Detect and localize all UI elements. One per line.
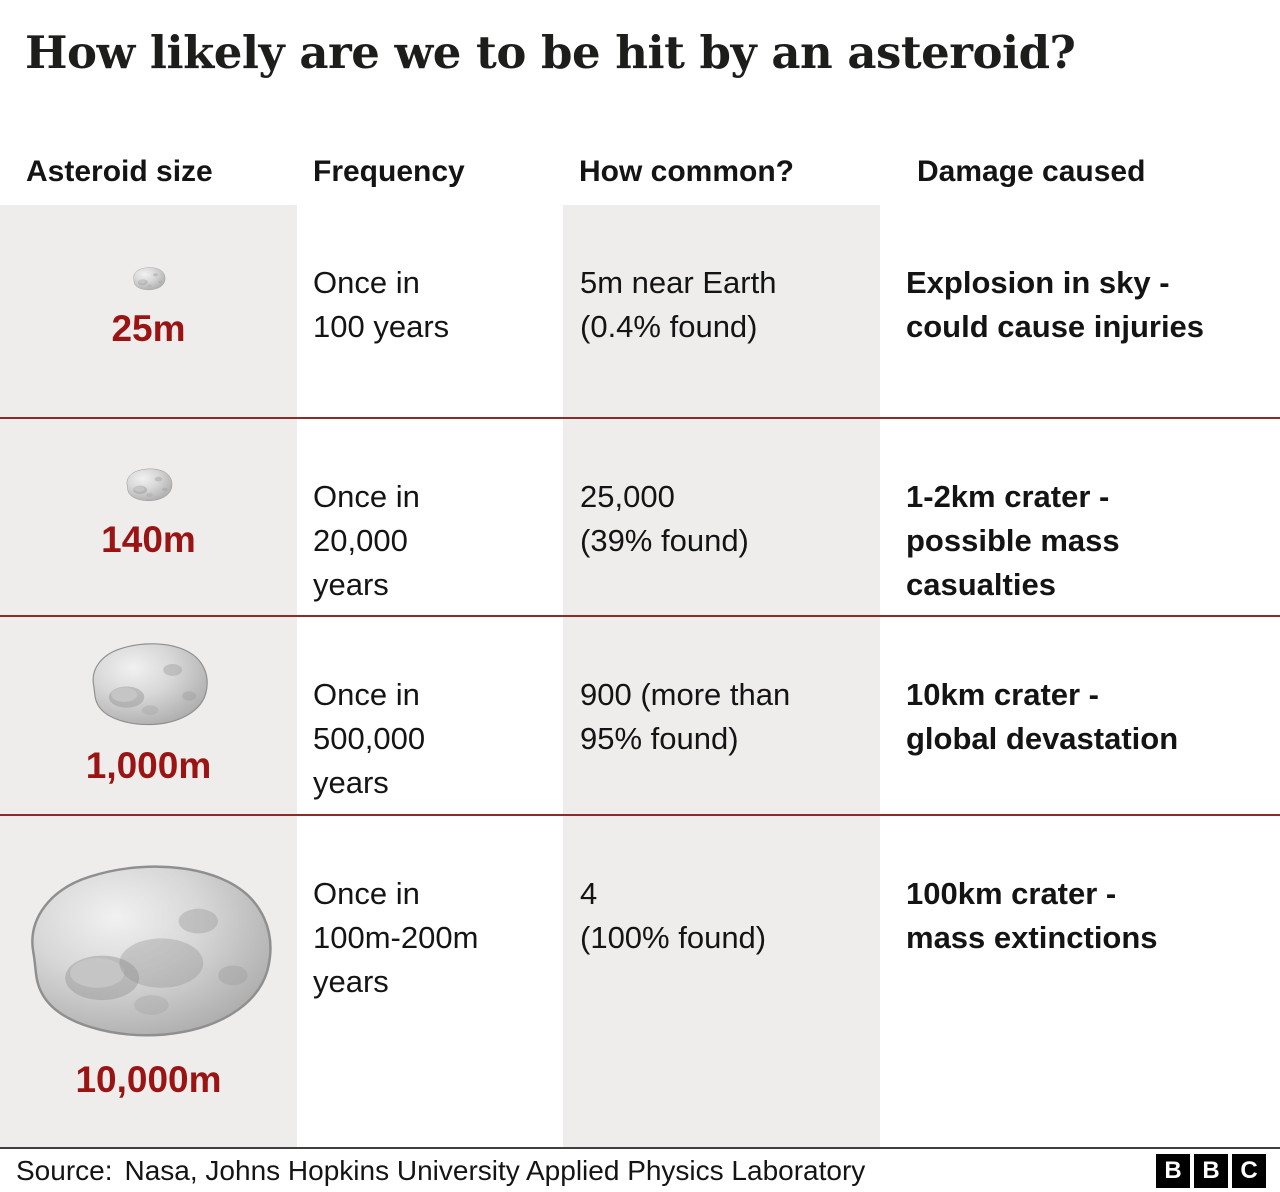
bbc-logo-block: B xyxy=(1156,1153,1190,1188)
source-text: Nasa, Johns Hopkins University Applied P… xyxy=(124,1154,866,1186)
column-header-damage-caused: Damage caused xyxy=(917,155,1146,188)
size-label: 1,000m xyxy=(85,744,212,786)
column-header-asteroid-size: Asteroid size xyxy=(26,155,213,188)
frequency-cell: Once in 100m-200m years xyxy=(313,876,479,1000)
page-title: How likely are we to be hit by an astero… xyxy=(25,26,1076,79)
asteroid-size-cell: 140m xyxy=(0,419,297,615)
frequency-cell: Once in 100 years xyxy=(313,265,450,345)
table-body: 25m Once in 100 years 5m near Earth (0.4… xyxy=(0,205,1280,1147)
size-label: 25m xyxy=(111,308,186,350)
asteroid-icon-25m xyxy=(132,267,165,291)
asteroid-size-cell: 25m xyxy=(0,205,297,417)
table-row: 10,000m Once in 100m-200m years 4 (100% … xyxy=(0,814,1280,1147)
how-common-cell: 5m near Earth (0.4% found) xyxy=(563,205,880,417)
table-row: 1,000m Once in 500,000 years 900 (more t… xyxy=(0,615,1280,814)
asteroid-icon-1000m xyxy=(92,642,208,725)
frequency-cell: Once in 20,000 years xyxy=(313,479,420,603)
asteroid-size-cell: 10,000m xyxy=(0,816,297,1147)
damage-cell: 1-2km crater - possible mass casualties xyxy=(906,479,1120,603)
frequency-cell: Once in 500,000 years xyxy=(313,677,426,801)
title-area: How likely are we to be hit by an astero… xyxy=(0,0,1280,130)
how-common-cell: 25,000 (39% found) xyxy=(563,419,880,615)
table-header-row: Asteroid size Frequency How common? Dama… xyxy=(0,130,1280,205)
bbc-logo-block: C xyxy=(1232,1153,1266,1188)
table-row: 140m Once in 20,000 years 25,000 (39% fo… xyxy=(0,417,1280,615)
column-header-frequency: Frequency xyxy=(313,155,465,188)
asteroid-size-cell: 1,000m xyxy=(0,617,297,814)
how-common-cell: 4 (100% found) xyxy=(563,816,880,1147)
bbc-logo: B B C xyxy=(1156,1153,1266,1188)
footer: Source: Nasa, Johns Hopkins University Ap… xyxy=(0,1147,1280,1192)
column-header-how-common: How common? xyxy=(579,155,794,188)
size-label: 10,000m xyxy=(75,1058,222,1100)
source-label: Source: xyxy=(16,1154,113,1186)
source-line: Source: Nasa, Johns Hopkins University Ap… xyxy=(16,1155,865,1187)
size-label: 140m xyxy=(101,519,196,561)
asteroid-icon-140m xyxy=(126,468,172,502)
damage-cell: Explosion in sky - could cause injuries xyxy=(906,265,1205,345)
bbc-logo-block: B xyxy=(1194,1153,1228,1188)
table-row: 25m Once in 100 years 5m near Earth (0.4… xyxy=(0,205,1280,417)
asteroid-icon-10000m xyxy=(30,865,272,1037)
damage-cell: 100km crater - mass extinctions xyxy=(906,876,1158,956)
how-common-cell: 900 (more than 95% found) xyxy=(563,617,880,814)
damage-cell: 10km crater - global devastation xyxy=(906,677,1179,757)
